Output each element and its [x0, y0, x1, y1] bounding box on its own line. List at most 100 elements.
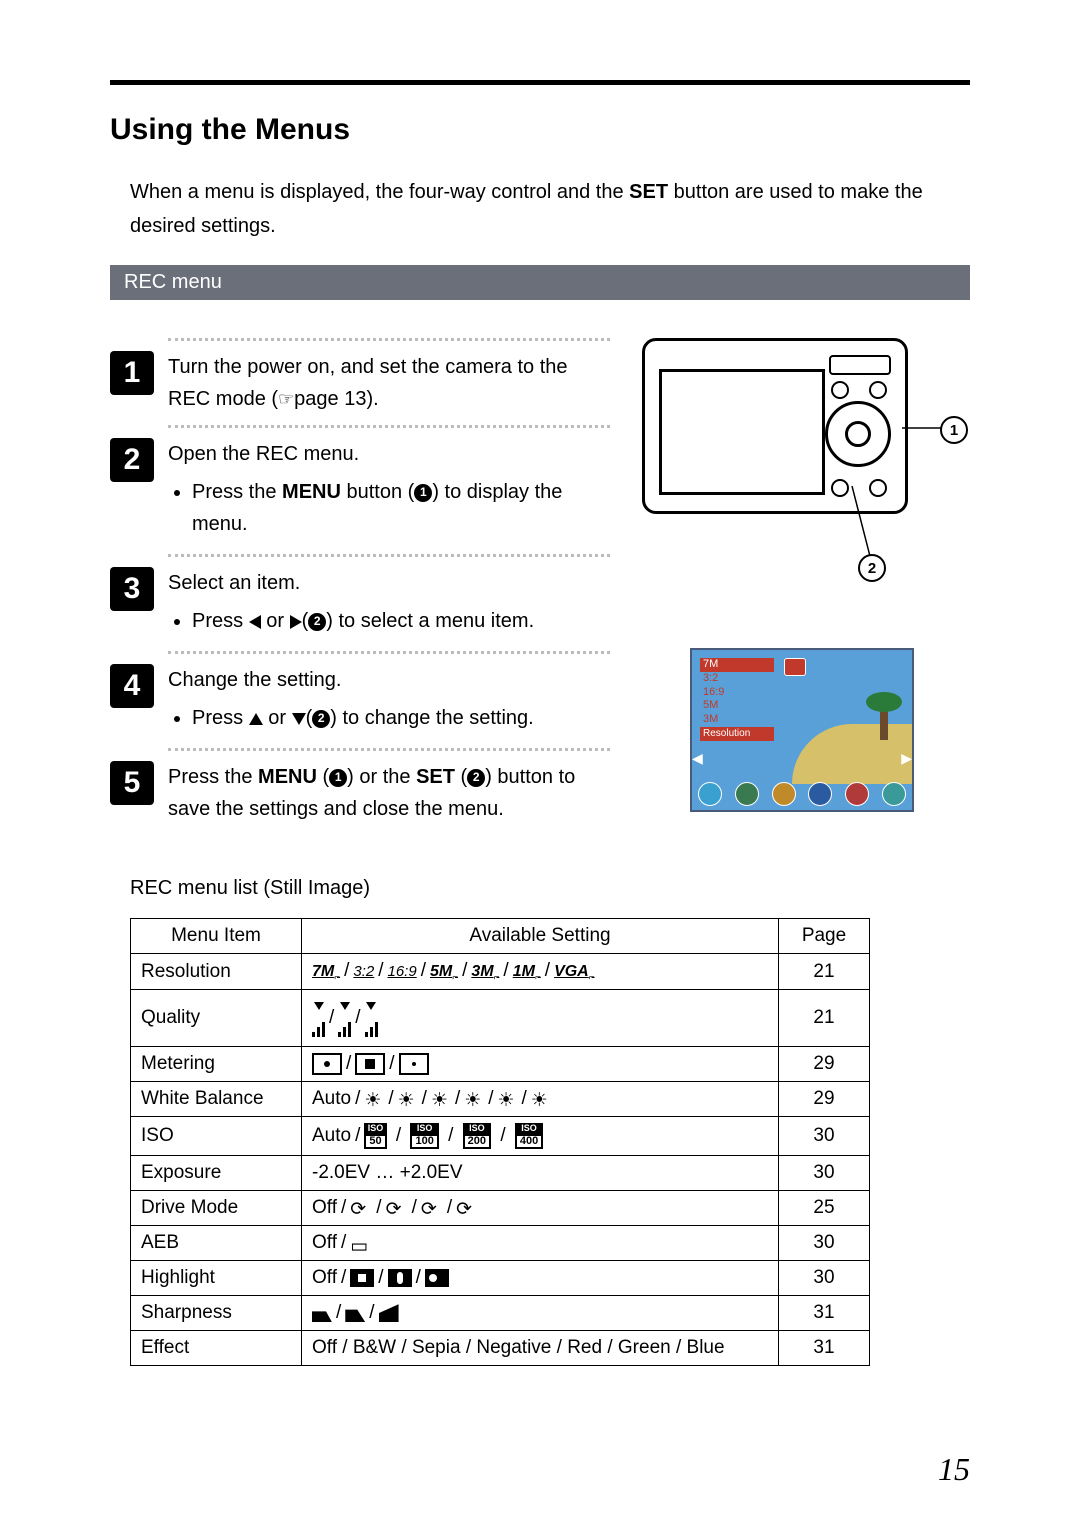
rec-menu-table: Menu Item Available Setting Page Resolut… — [130, 918, 870, 1366]
menu-item-name: Quality — [131, 990, 302, 1047]
down-arrow-icon — [292, 713, 306, 725]
page-reference: 31 — [779, 1331, 870, 1366]
step-number: 3 — [110, 567, 154, 611]
lcd-left-arrow-icon: ◀ — [692, 750, 703, 767]
figure-column: 1 2 7M 3:2 16:9 5M 3M Resolution ◀ ▶ — [634, 328, 970, 833]
lcd-menu-row: 3M — [700, 713, 774, 727]
right-arrow-icon — [290, 615, 302, 629]
step-2: 2 Open the REC menu. Press the MENU butt… — [110, 438, 610, 544]
table-header: Available Setting — [302, 919, 779, 954]
page-reference: 21 — [779, 990, 870, 1047]
page-reference: 29 — [779, 1047, 870, 1082]
step-divider — [168, 338, 610, 341]
lcd-palm-icon — [880, 706, 888, 740]
table-row: Drive ModeOff/⟳/⟳/⟳/⟳25 — [131, 1191, 870, 1226]
available-setting: Auto/☀/☀/☀/☀/☀/☀ — [302, 1082, 779, 1117]
camera-screen — [659, 369, 825, 495]
page-reference: 25 — [779, 1191, 870, 1226]
menu-item-name: Resolution — [131, 954, 302, 990]
available-setting: // — [302, 1296, 779, 1331]
callout-ref-1-icon: 1 — [414, 484, 432, 502]
lcd-mode-icon — [845, 782, 869, 806]
step-number: 4 — [110, 664, 154, 708]
available-setting: Auto/ISO50 / ISO100 / ISO200 / ISO400 — [302, 1117, 779, 1156]
table-row: Exposure-2.0EV … +2.0EV30 — [131, 1156, 870, 1191]
step-3: 3 Select an item. Press or (2) to select… — [110, 567, 610, 641]
menu-item-name: Effect — [131, 1331, 302, 1366]
menu-item-name: Sharpness — [131, 1296, 302, 1331]
lcd-menu-row: 3:2 — [700, 672, 774, 686]
step-body: Change the setting. Press or (2) to chan… — [168, 664, 610, 738]
page-reference: 30 — [779, 1117, 870, 1156]
step-divider — [168, 425, 610, 428]
page-title: Using the Menus — [110, 113, 970, 147]
camera-menu-button — [831, 479, 849, 497]
menu-item-name: Highlight — [131, 1261, 302, 1296]
lcd-mode-icon — [772, 782, 796, 806]
step-divider — [168, 651, 610, 654]
available-setting: 7M⌐/3:2/16:9/5M⌐/3M⌐/1M⌐/VGA⌐ — [302, 954, 779, 990]
page-reference: 30 — [779, 1226, 870, 1261]
step-number: 5 — [110, 761, 154, 805]
camera-illustration: 1 2 — [642, 328, 962, 588]
lcd-menu-row: 16:9 — [700, 686, 774, 700]
callout-bubble-1: 1 — [940, 416, 968, 444]
lcd-mode-icon — [698, 782, 722, 806]
step-lead: Press the MENU (1) or the SET (2) button… — [168, 766, 575, 820]
up-arrow-icon — [249, 713, 263, 725]
camera-control-wheel — [825, 401, 891, 467]
table-row: Metering//29 — [131, 1047, 870, 1082]
step-1: 1 Turn the power on, and set the camera … — [110, 351, 610, 415]
lcd-menu-row: 5M — [700, 699, 774, 713]
intro-text: When a menu is displayed, the four-way c… — [130, 175, 970, 243]
step-body: Open the REC menu. Press the MENU button… — [168, 438, 610, 544]
page-number: 15 — [938, 1451, 970, 1488]
callout-ref-2-icon: 2 — [467, 769, 485, 787]
lcd-menu-label: Resolution — [700, 727, 774, 742]
step-lead: Change the setting. — [168, 664, 610, 696]
page-reference: 21 — [779, 954, 870, 990]
step-divider — [168, 748, 610, 751]
callout-bubble-2: 2 — [858, 554, 886, 582]
lcd-mode-icon — [882, 782, 906, 806]
camera-small-button — [869, 381, 887, 399]
step-divider — [168, 554, 610, 557]
lcd-preview: 7M 3:2 16:9 5M 3M Resolution ◀ ▶ — [690, 648, 914, 812]
step-lead: Select an item. — [168, 567, 610, 599]
callout-ref-2-icon: 2 — [308, 613, 326, 631]
step-lead: Open the REC menu. — [168, 438, 610, 470]
section-bar-rec-menu: REC menu — [110, 265, 970, 300]
step-body: Press the MENU (1) or the SET (2) button… — [168, 761, 610, 825]
steps-column: 1 Turn the power on, and set the camera … — [110, 328, 610, 833]
menu-item-name: Metering — [131, 1047, 302, 1082]
table-row: HighlightOff///30 — [131, 1261, 870, 1296]
page-reference: 29 — [779, 1082, 870, 1117]
table-row: White BalanceAuto/☀/☀/☀/☀/☀/☀29 — [131, 1082, 870, 1117]
step-bullet: Press the MENU button (1) to display the… — [192, 476, 610, 540]
sub-heading: REC menu list (Still Image) — [130, 877, 970, 900]
lcd-right-arrow-icon: ▶ — [901, 750, 912, 767]
step-number: 1 — [110, 351, 154, 395]
table-row: AEBOff/▭30 — [131, 1226, 870, 1261]
menu-item-name: ISO — [131, 1117, 302, 1156]
step-lead: Turn the power on, and set the camera to… — [168, 356, 568, 410]
available-setting: -2.0EV … +2.0EV — [302, 1156, 779, 1191]
step-bullet: Press or (2) to change the setting. — [192, 702, 610, 734]
callout-ref-2-icon: 2 — [312, 710, 330, 728]
step-number: 2 — [110, 438, 154, 482]
intro-set: SET — [629, 181, 668, 203]
step-bullet: Press or (2) to select a menu item. — [192, 605, 610, 637]
lcd-island — [792, 724, 912, 784]
available-setting: Off/▭ — [302, 1226, 779, 1261]
intro-a: When a menu is displayed, the four-way c… — [130, 181, 629, 203]
hand-pointer-icon: ☞ — [278, 385, 294, 414]
lcd-mode-icon — [808, 782, 832, 806]
table-header: Page — [779, 919, 870, 954]
page-reference: 30 — [779, 1156, 870, 1191]
table-row: Quality//21 — [131, 990, 870, 1047]
camera-small-button — [869, 479, 887, 497]
available-setting: // — [302, 1047, 779, 1082]
top-rule — [110, 80, 970, 85]
table-row: Resolution7M⌐/3:2/16:9/5M⌐/3M⌐/1M⌐/VGA⌐2… — [131, 954, 870, 990]
available-setting: Off/⟳/⟳/⟳/⟳ — [302, 1191, 779, 1226]
